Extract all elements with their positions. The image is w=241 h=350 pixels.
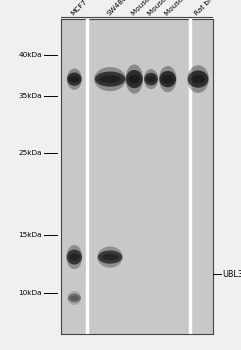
- Ellipse shape: [97, 246, 123, 268]
- Ellipse shape: [95, 71, 125, 87]
- Text: Rat brain: Rat brain: [194, 0, 221, 17]
- Ellipse shape: [128, 75, 140, 84]
- Ellipse shape: [94, 67, 126, 91]
- Ellipse shape: [144, 73, 158, 85]
- Text: 10kDa: 10kDa: [18, 290, 42, 296]
- Text: SW480: SW480: [106, 0, 128, 17]
- Ellipse shape: [126, 64, 143, 94]
- Ellipse shape: [144, 69, 158, 89]
- Ellipse shape: [99, 75, 121, 83]
- Ellipse shape: [188, 70, 208, 88]
- Ellipse shape: [159, 66, 176, 92]
- Text: Mouse brain: Mouse brain: [130, 0, 166, 17]
- Text: 15kDa: 15kDa: [18, 232, 42, 238]
- Ellipse shape: [162, 75, 174, 83]
- Ellipse shape: [159, 71, 176, 87]
- Ellipse shape: [101, 254, 119, 260]
- Ellipse shape: [126, 70, 143, 88]
- Ellipse shape: [66, 245, 82, 269]
- Ellipse shape: [187, 65, 209, 93]
- Text: UBL3: UBL3: [222, 270, 241, 279]
- Ellipse shape: [69, 76, 79, 82]
- Ellipse shape: [146, 76, 156, 82]
- Ellipse shape: [69, 253, 80, 261]
- Ellipse shape: [67, 291, 81, 305]
- Text: 35kDa: 35kDa: [18, 93, 42, 99]
- Text: Mouse kidney: Mouse kidney: [147, 0, 186, 17]
- Ellipse shape: [67, 72, 81, 86]
- Ellipse shape: [68, 294, 81, 302]
- Text: Mouse lung: Mouse lung: [163, 0, 197, 17]
- Ellipse shape: [191, 75, 205, 83]
- Ellipse shape: [98, 251, 122, 264]
- Ellipse shape: [70, 296, 79, 300]
- Text: MCF7: MCF7: [70, 0, 88, 17]
- Text: 40kDa: 40kDa: [18, 52, 42, 58]
- Text: 25kDa: 25kDa: [18, 150, 42, 156]
- Ellipse shape: [67, 250, 82, 265]
- Ellipse shape: [67, 69, 82, 90]
